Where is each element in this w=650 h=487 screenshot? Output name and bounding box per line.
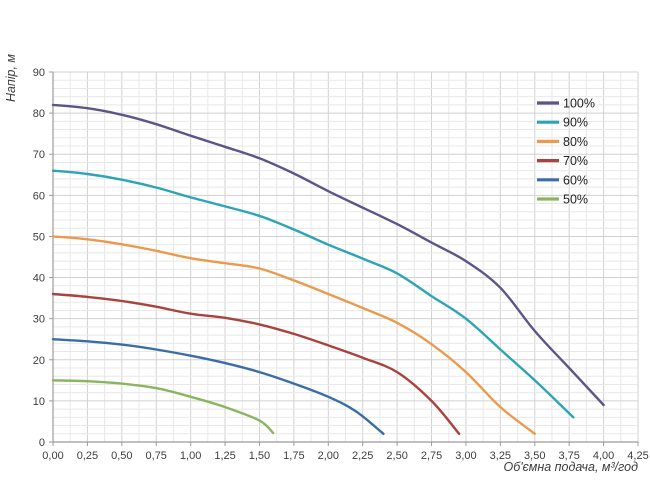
x-tick-label: 1,00 [180,450,201,462]
x-tick-label: 2,50 [386,450,407,462]
x-tick-label: 2,00 [318,450,339,462]
y-tick-label: 80 [33,108,45,120]
legend-label-50: 50% [563,193,588,207]
x-tick-label: 0,00 [42,450,63,462]
y-tick-label: 90 [33,67,45,79]
axes [49,71,639,446]
y-tick-label: 40 [33,273,45,285]
x-tick-label: 2,25 [352,450,373,462]
series-line-50 [51,379,275,435]
legend-item-90: 90% [537,116,588,130]
series-line-60 [51,338,385,435]
y-tick-label: 30 [33,314,45,326]
x-tick-label: 3,25 [490,450,511,462]
legend: 100% 90% 80% 70% 60% 50% [537,97,595,207]
x-tick-label: 3,00 [455,450,476,462]
legend-item-100: 100% [537,97,595,111]
legend-item-60: 60% [537,173,588,187]
series-line-80 [51,235,536,435]
legend-item-70: 70% [537,154,588,168]
y-axis-title: Напір, м [4,54,18,102]
series-line-70 [51,292,461,435]
legend-item-50: 50% [537,193,588,207]
legend-label-100: 100% [563,97,595,111]
legend-label-70: 70% [563,154,588,168]
x-tick-label: 3,50 [524,450,545,462]
x-tick-label: 4,00 [593,450,614,462]
x-tick-label: 3,75 [558,450,579,462]
series-line-100 [51,103,605,407]
x-axis-title: Об'ємна подача, м³/год [503,460,638,474]
y-tick-label: 10 [33,396,45,408]
legend-label-60: 60% [563,173,588,187]
x-tick-label: 1,75 [283,450,304,462]
tick-labels: 0,00 0,25 0,50 0,75 1,00 1,25 1,50 1,75 2,00 2,25… [33,67,649,462]
x-tick-label: 0,50 [111,450,132,462]
x-tick-label: 0,75 [146,450,167,462]
legend-label-90: 90% [563,116,588,130]
x-tick-label: 1,25 [214,450,235,462]
series-line-90 [51,169,575,419]
y-tick-label: 50 [33,231,45,243]
x-tick-label: 4,25 [627,450,648,462]
legend-item-80: 80% [537,135,588,149]
gridlines [52,71,639,443]
legend-label-80: 80% [563,135,588,149]
x-tick-label: 0,25 [77,450,98,462]
x-tick-label: 1,50 [249,450,270,462]
y-tick-label: 70 [33,149,45,161]
y-tick-label: 60 [33,190,45,202]
x-tick-label: 2,75 [421,450,442,462]
y-tick-label: 20 [33,355,45,367]
y-tick-label: 0 [39,437,45,449]
data-series [51,103,605,435]
